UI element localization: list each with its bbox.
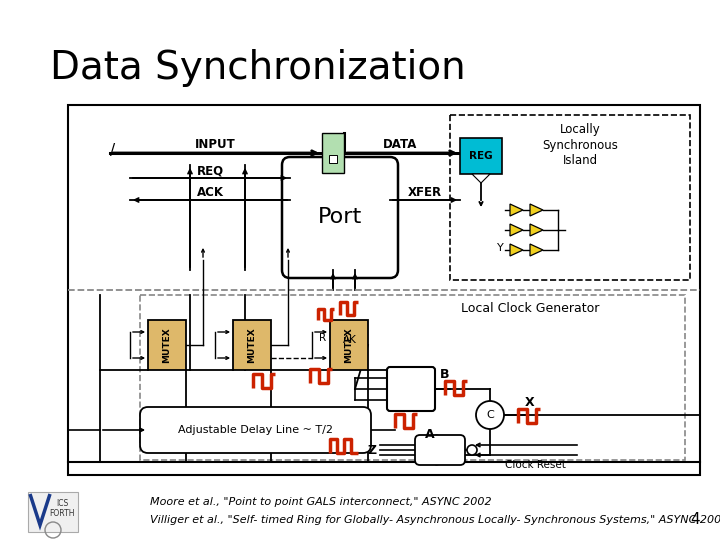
FancyBboxPatch shape xyxy=(415,435,465,465)
Text: Locally: Locally xyxy=(559,124,600,137)
FancyBboxPatch shape xyxy=(387,367,435,411)
Bar xyxy=(68,105,700,475)
Text: INPUT: INPUT xyxy=(194,138,235,152)
Text: X: X xyxy=(525,396,535,409)
Bar xyxy=(140,295,685,460)
Text: MUTEX: MUTEX xyxy=(163,327,171,363)
Text: DATA: DATA xyxy=(383,138,417,152)
Polygon shape xyxy=(530,204,543,216)
Text: ICS: ICS xyxy=(56,500,68,509)
Text: A: A xyxy=(426,429,435,442)
Text: REQ: REQ xyxy=(197,165,224,178)
Bar xyxy=(329,155,337,163)
Text: Z: Z xyxy=(367,443,377,456)
Text: XFER: XFER xyxy=(408,186,442,199)
Bar xyxy=(148,320,186,370)
Text: Island: Island xyxy=(562,153,598,166)
Text: Port: Port xyxy=(318,207,362,227)
Polygon shape xyxy=(472,174,490,183)
Text: Adjustable Delay Line ~ T/2: Adjustable Delay Line ~ T/2 xyxy=(178,425,333,435)
Text: R: R xyxy=(320,333,327,343)
Polygon shape xyxy=(530,224,543,236)
Polygon shape xyxy=(510,224,523,236)
Text: Data Synchronization: Data Synchronization xyxy=(50,49,466,87)
FancyBboxPatch shape xyxy=(282,157,398,278)
Text: Clock Reset: Clock Reset xyxy=(505,460,565,470)
Text: C: C xyxy=(486,410,494,420)
Polygon shape xyxy=(530,244,543,256)
Text: FORTH: FORTH xyxy=(49,510,75,518)
Text: Y: Y xyxy=(497,243,503,253)
Text: B: B xyxy=(440,368,450,381)
FancyBboxPatch shape xyxy=(140,407,371,453)
Polygon shape xyxy=(510,204,523,216)
Bar xyxy=(322,133,344,173)
Bar xyxy=(28,492,78,532)
Bar xyxy=(330,320,368,370)
Text: /: / xyxy=(110,143,116,158)
Circle shape xyxy=(476,401,504,429)
Circle shape xyxy=(467,445,477,455)
Bar xyxy=(450,115,690,280)
Text: 4: 4 xyxy=(690,512,700,528)
Text: Local Clock Generator: Local Clock Generator xyxy=(461,301,599,314)
Text: AK: AK xyxy=(343,335,357,345)
Text: MUTEX: MUTEX xyxy=(344,327,354,363)
Bar xyxy=(233,320,271,370)
Text: Synchronous: Synchronous xyxy=(542,138,618,152)
Polygon shape xyxy=(510,244,523,256)
Text: MUTEX: MUTEX xyxy=(248,327,256,363)
Text: Moore et al., "Point to point GALS interconnect," ASYNC 2002: Moore et al., "Point to point GALS inter… xyxy=(150,497,492,507)
Text: ACK: ACK xyxy=(197,186,223,199)
Text: Villiger et al., "Self- timed Ring for Globally- Asynchronous Locally- Synchrono: Villiger et al., "Self- timed Ring for G… xyxy=(150,515,720,525)
Text: REG: REG xyxy=(469,151,492,161)
Bar xyxy=(460,138,502,174)
